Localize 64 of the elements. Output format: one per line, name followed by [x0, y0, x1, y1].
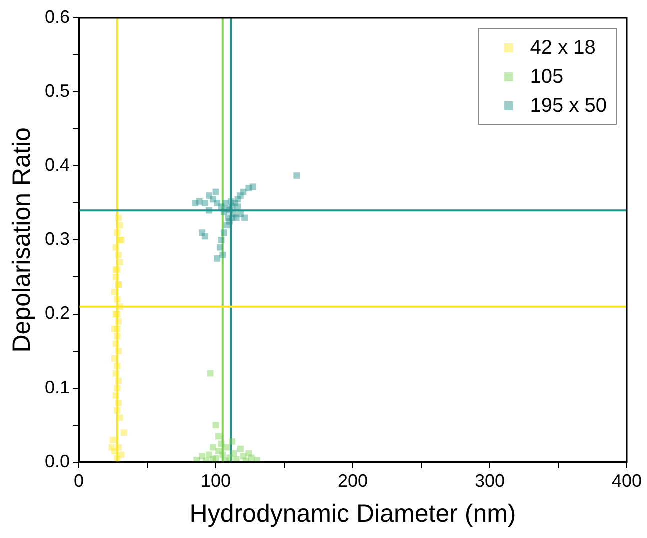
y-tick-label: 0.4: [44, 155, 70, 176]
y-tick-label: 0.0: [44, 451, 70, 472]
x-tick-label: 400: [612, 471, 642, 492]
x-tick-label: 300: [474, 471, 506, 492]
point: [228, 198, 234, 205]
point: [110, 437, 116, 444]
legend-label: 105: [530, 66, 564, 88]
point: [114, 407, 121, 414]
point: [240, 188, 247, 196]
point: [112, 274, 120, 280]
point: [242, 214, 248, 222]
point: [114, 385, 121, 392]
point: [116, 318, 122, 325]
y-tick-label: 0.5: [44, 81, 70, 102]
x-axis-title: Hydrodynamic Diameter (nm): [190, 500, 516, 528]
point: [221, 230, 228, 236]
point: [230, 450, 238, 457]
point: [121, 430, 128, 436]
legend-label: 42 x 18: [530, 37, 596, 60]
point: [216, 433, 222, 440]
point: [220, 252, 226, 258]
point: [234, 204, 242, 210]
y-tick-label: 0.2: [44, 303, 70, 324]
y-tick-label: 0.3: [44, 229, 70, 250]
point: [224, 222, 230, 229]
point: [214, 200, 221, 206]
point: [114, 333, 121, 340]
point: [116, 252, 122, 258]
point: [212, 422, 220, 429]
y-axis-title: Depolarisation Ratio: [8, 128, 36, 353]
point: [222, 200, 229, 206]
point: [202, 200, 208, 206]
y-tick-label: 0.1: [44, 377, 70, 398]
point: [116, 400, 122, 406]
point: [114, 296, 121, 303]
point: [210, 444, 216, 451]
point: [114, 456, 121, 462]
point: [206, 207, 212, 214]
point: [216, 244, 224, 251]
point: [224, 444, 230, 451]
y-tick-label: 0.6: [44, 6, 70, 27]
point: [196, 198, 203, 205]
point: [116, 378, 122, 384]
point: [218, 440, 225, 448]
point: [218, 237, 225, 244]
point: [112, 340, 120, 348]
point: [116, 444, 122, 451]
point: [112, 392, 120, 399]
x-tick-label: 100: [200, 471, 232, 492]
point: [216, 448, 222, 454]
point: [237, 446, 244, 452]
point: [229, 438, 236, 445]
legend-label: 195 x 50: [530, 95, 608, 118]
point: [114, 230, 121, 236]
point: [114, 326, 121, 332]
point: [112, 244, 120, 251]
point: [116, 348, 122, 354]
point: [114, 362, 121, 370]
point: [214, 256, 221, 262]
point: [116, 214, 122, 222]
point: [250, 184, 256, 190]
x-tick-label: 200: [338, 471, 368, 492]
x-tick-label: 0: [74, 471, 84, 492]
point: [294, 172, 300, 179]
